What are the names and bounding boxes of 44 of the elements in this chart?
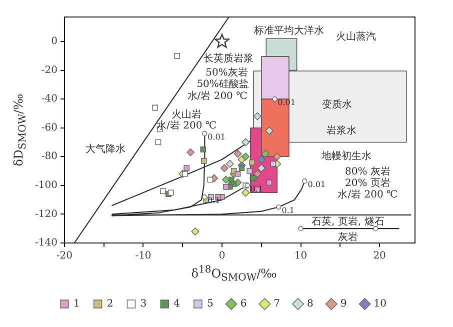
y-tick-label: -140	[34, 238, 58, 249]
annotation: 50%硅酸盐	[196, 78, 249, 90]
annotation: 火山岩	[172, 108, 202, 120]
annotation: 水/岩 200 ℃	[338, 188, 398, 200]
legend-label: 7	[274, 298, 280, 310]
annotation: 20% 页岩	[345, 176, 390, 189]
annotation: 变质水	[322, 98, 352, 110]
y-tick-label: -20	[41, 64, 58, 76]
x-axis-title: δ$^{18}$O$_{SMOW}$/‰	[191, 264, 277, 284]
annotation: 80% 灰岩	[345, 165, 390, 178]
legend-label: 10	[374, 298, 386, 310]
legend-label: 6	[240, 298, 247, 310]
legend-label: 8	[307, 298, 314, 310]
y-tick-label: 0	[51, 36, 58, 48]
x-tick-label: -10	[135, 250, 152, 262]
annotation: 50%灰岩	[206, 66, 248, 79]
y-tick-label: -120	[34, 208, 58, 220]
annotation: 标准平均大洋水	[252, 24, 324, 36]
legend-label: 1	[74, 298, 80, 310]
legend-label: 4	[174, 298, 180, 310]
annotation: 水/岩 200 ℃	[156, 119, 217, 132]
annotation: 水/岩 200 ℃	[187, 90, 248, 102]
annotation: 火山蒸汽	[336, 30, 376, 43]
annotation: 0.01	[308, 180, 326, 190]
y-tick-label: -80	[41, 151, 58, 162]
annotation: 长英质岩浆	[203, 52, 254, 64]
y-tick-label: -100	[34, 180, 58, 192]
annotation: 灰岩	[338, 230, 358, 243]
annotation: 大气降水	[85, 143, 126, 156]
annotation: 岩浆水	[326, 124, 357, 136]
annotation: 地幔初生水	[320, 150, 372, 162]
y-tick-label: -60	[41, 122, 58, 134]
annotation: 0.01	[208, 132, 226, 142]
x-tick-label: 0	[218, 250, 226, 262]
annotation: 石英, 页岩, 燧石	[312, 215, 384, 228]
x-tick-label: 20	[373, 250, 386, 262]
x-tick-label: -20	[56, 250, 73, 262]
legend-label: 3	[140, 298, 147, 310]
x-tick-label: 10	[294, 250, 308, 262]
annotation: 0.1	[282, 206, 294, 216]
y-tick-label: -40	[41, 94, 58, 105]
legend-label: 2	[106, 298, 114, 310]
legend-label: 9	[340, 298, 347, 310]
legend-label: 5	[206, 298, 214, 310]
